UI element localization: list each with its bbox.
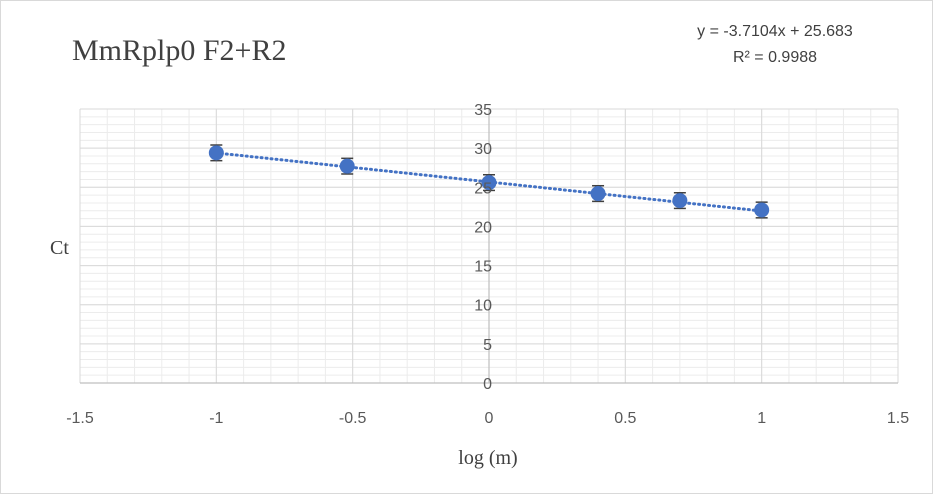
x-tick-label: -1 — [209, 410, 223, 427]
data-point — [590, 186, 606, 202]
data-point — [339, 158, 355, 174]
data-point — [481, 175, 497, 191]
y-tick-label: 15 — [474, 259, 492, 276]
x-tick-label: 1 — [757, 410, 766, 427]
y-tick-label: 30 — [474, 141, 492, 158]
data-point — [208, 145, 224, 161]
data-point — [672, 193, 688, 209]
y-tick-label: 35 — [474, 102, 492, 119]
y-tick-label: 25 — [474, 180, 492, 197]
y-tick-label: 20 — [474, 219, 492, 236]
y-axis-title: Ct — [50, 237, 69, 259]
data-point — [754, 202, 770, 218]
y-tick-label: 10 — [474, 298, 492, 315]
x-tick-label: -0.5 — [339, 410, 367, 427]
x-axis-title: log (m) — [458, 447, 517, 469]
axis-layer — [80, 109, 898, 384]
x-tick-label: 1.5 — [887, 410, 909, 427]
points-layer — [208, 144, 770, 219]
x-tick-label: 0 — [485, 410, 494, 427]
y-tick-label: 0 — [483, 376, 492, 393]
x-tick-label: 0.5 — [614, 410, 636, 427]
trendline-equation: y = -3.7104x + 25.683 — [697, 23, 853, 40]
x-tick-label: -1.5 — [66, 410, 94, 427]
trendline-r2: R² = 0.9988 — [733, 49, 817, 66]
labels-layer: MmRplp0 F2+R2 y = -3.7104x + 25.683 R² =… — [50, 23, 909, 469]
y-tick-label: 5 — [483, 337, 492, 354]
chart-title: MmRplp0 F2+R2 — [72, 34, 286, 67]
